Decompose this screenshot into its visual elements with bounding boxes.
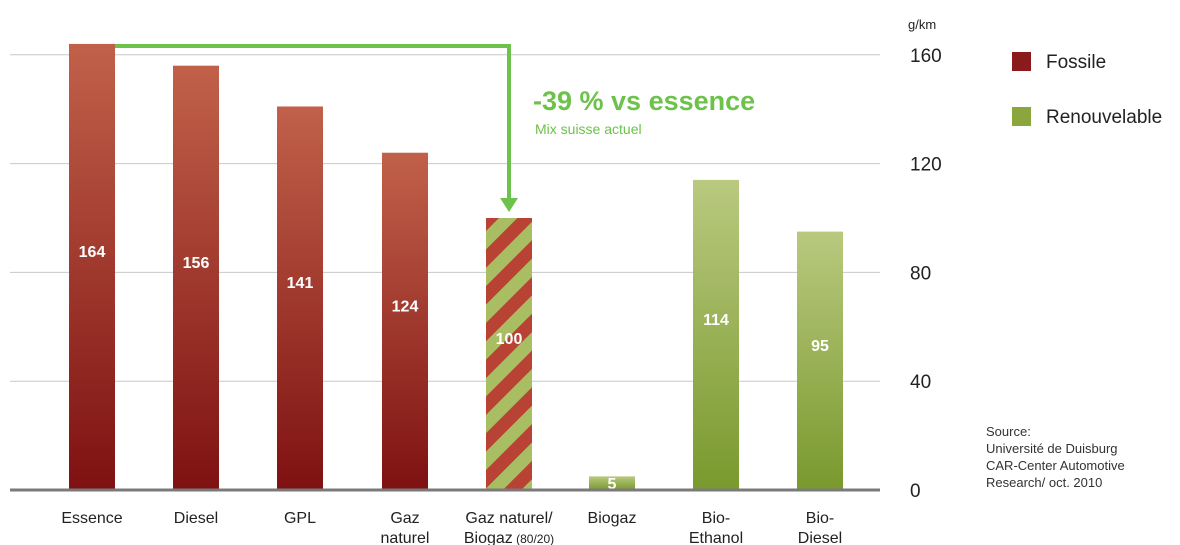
x-tick-label: Ethanol [689,530,743,545]
x-tick-label: Biogaz [588,510,637,527]
bar [589,476,635,490]
x-tick-label: naturel [381,530,430,545]
annotation: -39 % vs essence Mix suisse actuel [115,44,755,212]
data-label: 95 [811,338,829,355]
data-label: 5 [608,476,617,493]
data-label: 164 [79,244,106,261]
annotation-title: -39 % vs essence [533,86,755,116]
source-note: Source: Université de Duisburg CAR-Cente… [986,424,1125,490]
annotation-subtitle: Mix suisse actuel [535,121,642,137]
legend-swatch-fossile [1012,52,1031,71]
data-label: 156 [183,255,210,272]
legend-label-fossile: Fossile [1046,52,1106,73]
x-tick-label: GPL [284,510,316,527]
y-axis-unit: g/km [908,17,936,32]
axis: Essence Diesel GPL Gaz naturel Gaz naturel/Bi… [10,488,880,545]
bar [486,218,532,490]
y-tick-label: 120 [910,155,942,176]
y-axis-labels: g/km 0 40 80 120 160 [908,17,942,502]
annotation-arrowhead [500,198,518,212]
legend-label-renouvelable: Renouvelable [1046,107,1162,128]
x-tick-label: Gaz [390,510,419,527]
source-line-1: Source: [986,424,1031,439]
x-tick-label: Bio- [806,510,834,527]
data-label: 141 [287,275,314,292]
bar [382,152,428,490]
data-label: 100 [496,331,523,348]
data-label: 124 [392,298,419,315]
bar [173,65,219,491]
bar [693,179,739,491]
x-tick-label: Bio- [702,510,730,527]
x-tick-label: Diesel [798,530,842,545]
y-tick-label: 0 [910,481,921,502]
x-tick-label: Biogaz (80/20) [464,530,554,545]
bar [277,106,323,490]
legend: Fossile Renouvelable [1012,52,1162,128]
y-tick-label: 160 [910,46,942,67]
bar [797,231,843,490]
source-line-4: Research/ oct. 2010 [986,475,1102,490]
x-tick-label: Gaz naturel/ [465,510,553,527]
source-line-2: Université de Duisburg [986,441,1118,456]
bars: 164 156 141 124 100 5 114 95 [69,43,843,493]
y-tick-label: 80 [910,263,931,284]
x-tick-label: Essence [61,510,122,527]
source-line-3: CAR-Center Automotive [986,458,1125,473]
annotation-arrow-line [115,44,511,202]
y-tick-label: 40 [910,372,931,393]
legend-swatch-renouvelable [1012,107,1031,126]
data-label: 114 [703,312,729,329]
x-tick-label: Diesel [174,510,218,527]
bar [69,43,115,491]
